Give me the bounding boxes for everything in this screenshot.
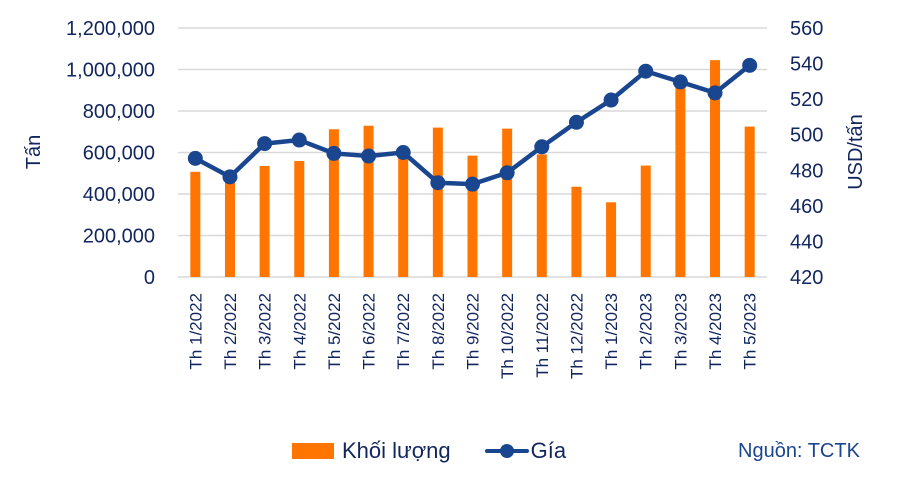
x-tick-label: Th 1/2023 [602, 293, 621, 370]
left-axis-ticks: 0 200,000 400,000 600,000 800,000 1,000,000 1,… [66, 18, 155, 289]
left-tick-label: 400,000 [83, 184, 155, 206]
right-axis-ticks: 420 440 460 480 500 520 540 560 [790, 18, 823, 289]
legend: Khối lượng Gía [292, 436, 566, 466]
price-marker [257, 136, 273, 152]
left-tick-label: 600,000 [83, 143, 155, 165]
price-marker [222, 169, 238, 185]
volume-bar [467, 155, 478, 277]
source-note: Nguồn: TCTK [738, 440, 860, 462]
x-tick-label: Th 1/2022 [186, 293, 205, 370]
right-tick-label: 440 [790, 231, 823, 253]
legend-label-price: Gía [530, 438, 567, 463]
left-tick-label: 200,000 [83, 226, 155, 248]
volume-bar [363, 125, 374, 277]
left-tick-label: 1,000,000 [66, 60, 155, 82]
x-tick-label: Th 3/2022 [256, 293, 275, 370]
x-tick-label: Th 3/2023 [671, 293, 690, 370]
price-marker [326, 145, 342, 161]
price-marker [499, 165, 515, 181]
x-tick-label: Th 4/2022 [290, 293, 309, 370]
right-tick-label: 540 [790, 54, 823, 76]
price-marker [603, 92, 619, 108]
volume-bar [536, 154, 547, 277]
legend-label-volume: Khối lượng [342, 438, 451, 463]
left-tick-label: 800,000 [83, 101, 155, 123]
right-tick-label: 520 [790, 89, 823, 111]
price-marker [638, 63, 654, 79]
left-tick-label: 1,200,000 [66, 18, 155, 40]
price-marker [534, 139, 550, 155]
x-tick-label: Th 5/2023 [741, 293, 760, 370]
volume-bar [328, 129, 339, 277]
legend-item-volume: Khối lượng [292, 438, 451, 464]
price-marker [672, 74, 688, 90]
volume-bar [432, 127, 443, 277]
price-marker [742, 57, 758, 73]
x-tick-label: Th 7/2022 [394, 293, 413, 370]
price-marker [568, 114, 584, 130]
bar-swatch-icon [292, 443, 334, 459]
right-tick-label: 420 [790, 267, 823, 289]
volume-bar [675, 87, 686, 277]
price-marker [395, 145, 411, 160]
right-tick-label: 560 [790, 18, 823, 40]
volume-bar [571, 186, 582, 277]
price-marker [707, 85, 723, 101]
volume-bar [398, 154, 409, 277]
x-tick-label: Th 9/2022 [464, 293, 483, 370]
line-marker-icon [484, 443, 529, 459]
volume-bar [710, 60, 721, 277]
x-tick-label: Th 11/2022 [533, 293, 552, 378]
x-tick-label: Th 12/2022 [567, 293, 586, 379]
volume-bar [224, 179, 235, 277]
price-marker [361, 148, 377, 164]
left-tick-label: 0 [144, 267, 155, 289]
price-marker [187, 150, 203, 166]
volume-bar [259, 165, 270, 277]
price-line [187, 57, 758, 192]
right-tick-label: 500 [790, 125, 823, 147]
price-marker [291, 132, 307, 148]
volume-bars [190, 60, 755, 277]
x-tick-label: Th 8/2022 [429, 293, 448, 370]
volume-bar [190, 171, 201, 277]
volume-bar [640, 165, 651, 277]
price-marker [465, 176, 480, 192]
right-axis-title: USD/tấn [845, 114, 867, 190]
x-tick-label: Th 2/2022 [221, 293, 240, 370]
volume-bar [502, 128, 513, 277]
volume-bar [744, 126, 755, 277]
left-axis-title: Tấn [23, 135, 45, 169]
price-marker [430, 175, 446, 191]
x-tick-label: Th 6/2022 [360, 293, 379, 370]
x-tick-label: Th 10/2022 [498, 293, 517, 379]
right-tick-label: 480 [790, 160, 823, 182]
right-tick-label: 460 [790, 196, 823, 218]
x-tick-label: Th 2/2023 [637, 293, 656, 370]
x-axis-labels: Th 1/2022 Th 2/2022 Th 3/2022 Th 4/2022 Th 5… [186, 293, 759, 379]
legend-item-price: Gía [451, 438, 566, 464]
x-tick-label: Th 4/2023 [706, 293, 725, 370]
x-tick-label: Th 5/2022 [325, 293, 344, 370]
volume-bar [606, 202, 617, 277]
volume-bar [294, 161, 305, 277]
